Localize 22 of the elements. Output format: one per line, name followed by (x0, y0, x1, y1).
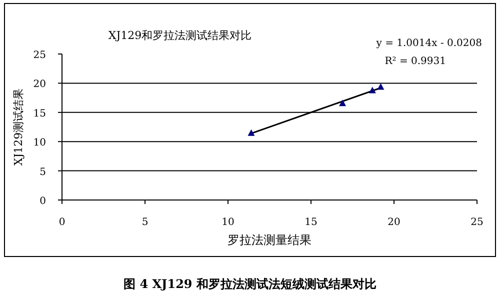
x-tick-label: 25 (470, 217, 484, 228)
x-axis-title: 罗拉法测量结果 (228, 233, 312, 247)
y-tick-label: 20 (33, 79, 46, 90)
x-tick-label: 20 (388, 217, 400, 228)
point (339, 100, 346, 106)
point (377, 83, 384, 90)
y-tick-label: 5 (40, 166, 46, 178)
y-axis-title: XJ129测试结果 (12, 88, 25, 166)
y-tick-label: 15 (33, 108, 46, 120)
caption: 图 4 XJ129 和罗拉法测试法短绒测试结果对比 (124, 277, 376, 291)
y-tick-label: 25 (33, 50, 46, 61)
x-tick-label: 15 (304, 217, 318, 228)
annotation: R² = 0.9931 (384, 56, 446, 67)
text: y = 1.0014x - 0.0208 (375, 38, 482, 49)
x-tick-label: 5 (142, 217, 148, 228)
chart-title: XJ129和罗拉法测试结果对比 (108, 29, 252, 42)
point (248, 129, 255, 136)
y-tick-label: 0 (40, 196, 46, 207)
y-tick-label: 10 (33, 138, 46, 149)
x-tick-label: 0 (58, 217, 66, 228)
point (368, 86, 376, 94)
x-tick-label: 10 (222, 217, 234, 228)
